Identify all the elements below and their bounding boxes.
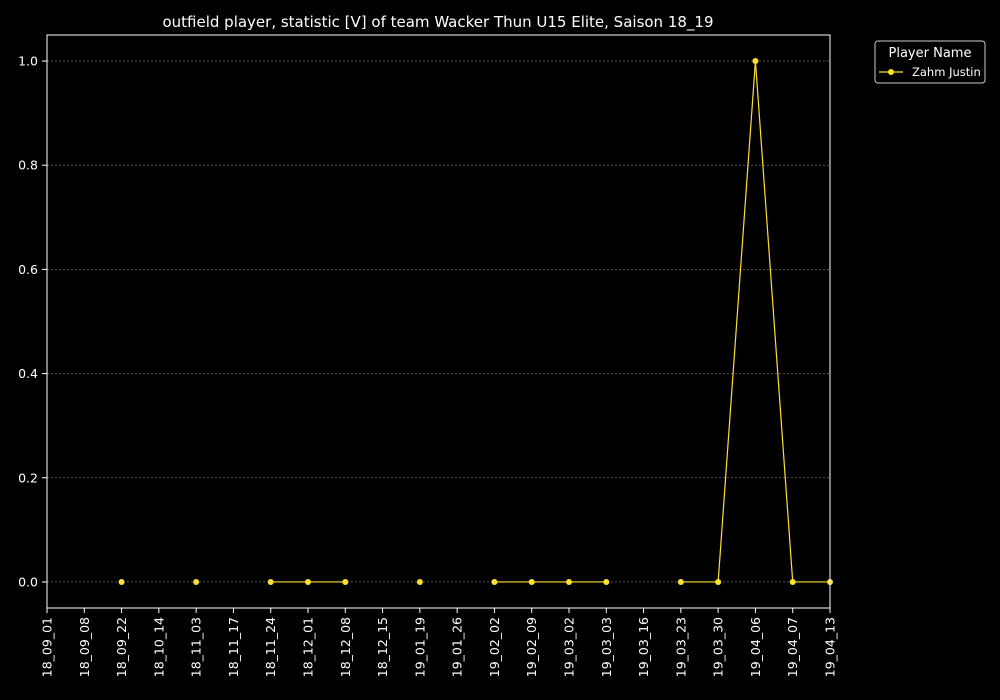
data-point bbox=[342, 578, 349, 585]
x-tick-label: 18_12_01 bbox=[301, 617, 316, 677]
y-axis: 0.0 0.2 0.4 0.6 0.8 1.0 bbox=[18, 54, 47, 589]
x-tick-label: 19_02_09 bbox=[524, 617, 539, 677]
data-point bbox=[789, 578, 796, 585]
data-point bbox=[752, 58, 759, 65]
x-tick-label: 18_09_01 bbox=[40, 617, 55, 677]
y-tick-label: 0.4 bbox=[18, 366, 38, 381]
x-tick-label: 18_11_24 bbox=[263, 617, 278, 677]
x-tick-label: 18_11_03 bbox=[189, 617, 204, 677]
data-point bbox=[416, 578, 423, 585]
data-point bbox=[305, 578, 311, 585]
data-point bbox=[491, 578, 498, 585]
x-tick-label: 19_04_07 bbox=[785, 617, 800, 677]
y-tick-label: 1.0 bbox=[18, 54, 38, 69]
data-point bbox=[193, 578, 200, 585]
x-tick-label: 18_09_22 bbox=[114, 617, 129, 677]
x-tick-label: 19_03_16 bbox=[636, 617, 651, 677]
x-tick-label: 18_12_08 bbox=[338, 617, 353, 677]
legend-marker-swatch bbox=[888, 69, 894, 75]
data-point bbox=[677, 578, 684, 585]
x-tick-label: 18_10_14 bbox=[151, 617, 166, 677]
plot-frame bbox=[46, 34, 831, 609]
chart-title: outfield player, statistic [V] of team W… bbox=[162, 13, 713, 32]
x-tick-label: 19_04_13 bbox=[823, 617, 838, 677]
series-layer bbox=[118, 58, 833, 585]
series-line-segment bbox=[754, 61, 794, 582]
x-tick-label: 19_02_02 bbox=[487, 617, 502, 677]
x-tick-label: 19_01_19 bbox=[412, 617, 427, 677]
x-tick-label: 18_11_17 bbox=[226, 617, 241, 677]
data-point bbox=[267, 578, 274, 585]
x-tick-label: 18_09_08 bbox=[77, 617, 92, 677]
x-tick-label: 18_12_15 bbox=[375, 617, 390, 677]
series-line-segment bbox=[717, 61, 757, 582]
data-point bbox=[566, 578, 572, 585]
data-point bbox=[715, 578, 722, 585]
x-tick-label: 19_01_26 bbox=[450, 617, 465, 677]
legend-entry-label: Zahm Justin bbox=[912, 65, 981, 79]
data-point bbox=[528, 578, 535, 585]
x-tick-label: 19_04_06 bbox=[748, 617, 763, 677]
data-point bbox=[603, 578, 610, 585]
x-tick-label: 19_03_30 bbox=[711, 617, 726, 677]
x-tick-label: 19_03_23 bbox=[673, 617, 688, 677]
x-axis: 18_09_01 18_09_08 18_09_22 18_10_14 18_11_03… bbox=[40, 608, 838, 677]
y-tick-label: 0.0 bbox=[18, 574, 38, 589]
legend-title: Player Name bbox=[889, 46, 972, 61]
legend: Player Name Zahm Justin bbox=[874, 40, 986, 84]
y-tick-label: 0.2 bbox=[18, 470, 38, 485]
y-tick-label: 0.6 bbox=[18, 262, 38, 277]
x-tick-label: 19_03_03 bbox=[599, 617, 614, 677]
y-tick-label: 0.8 bbox=[18, 158, 38, 173]
x-tick-label: 19_03_02 bbox=[562, 617, 577, 677]
grid-lines bbox=[47, 60, 830, 583]
data-point bbox=[118, 578, 125, 585]
